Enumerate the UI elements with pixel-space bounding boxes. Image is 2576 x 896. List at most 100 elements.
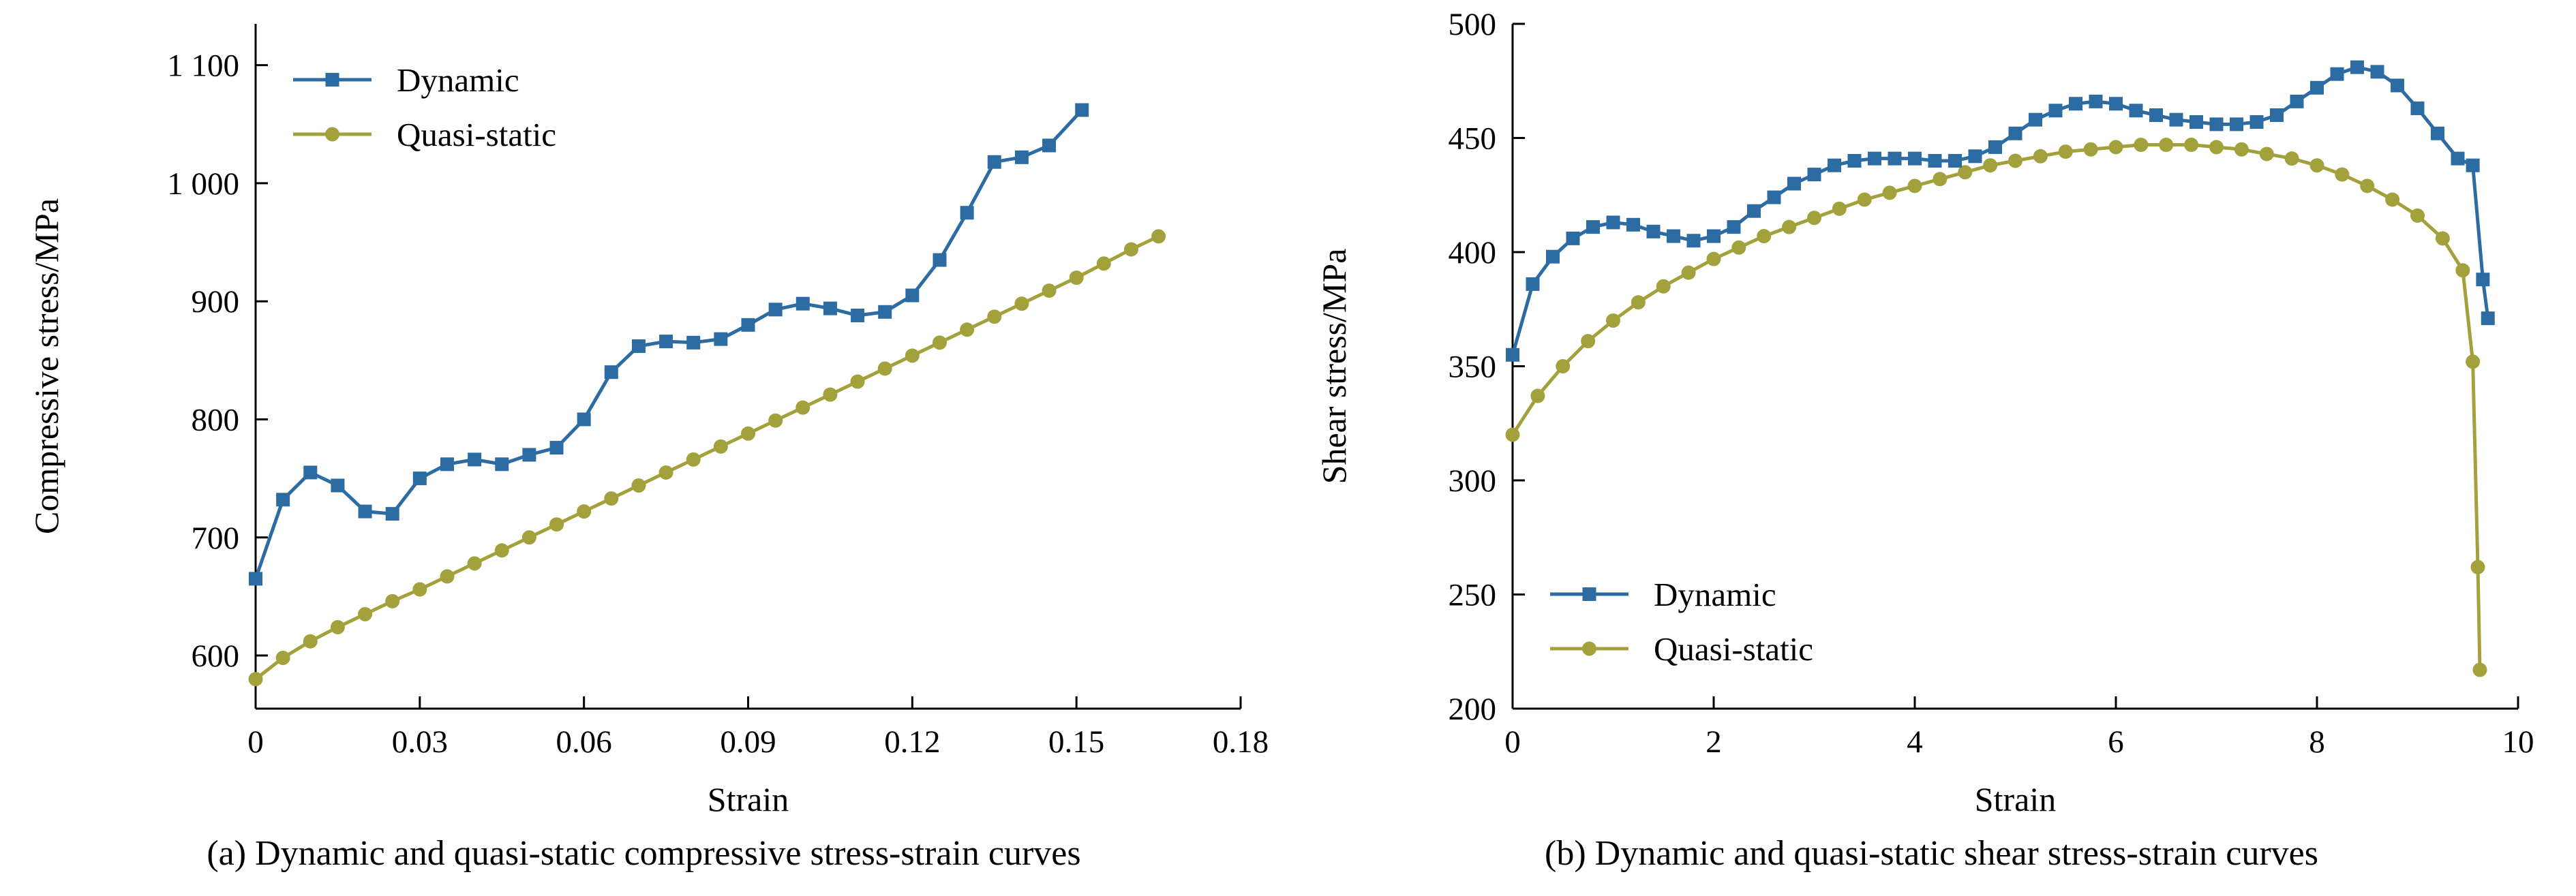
circle-marker bbox=[2234, 142, 2249, 157]
y-tick-label: 350 bbox=[1448, 350, 1496, 385]
series-markers-dynamic bbox=[1505, 60, 2495, 362]
square-marker bbox=[1505, 347, 1519, 362]
square-marker bbox=[2330, 67, 2344, 81]
circle-marker bbox=[1151, 229, 1166, 244]
circle-marker bbox=[440, 569, 455, 584]
square-marker bbox=[768, 303, 783, 317]
circle-marker bbox=[2033, 149, 2048, 164]
x-tick-label: 0.06 bbox=[556, 724, 612, 760]
square-marker bbox=[2048, 104, 2062, 118]
square-marker bbox=[1727, 220, 1740, 234]
square-marker bbox=[905, 288, 920, 303]
caption-a: (a) Dynamic and quasi-static compressive… bbox=[207, 834, 1081, 873]
legend-label: Quasi-static bbox=[397, 116, 556, 153]
square-marker bbox=[851, 308, 865, 322]
circle-marker bbox=[2384, 192, 2399, 207]
circle-marker bbox=[987, 309, 1002, 324]
square-marker bbox=[2430, 126, 2444, 140]
legend-item-dynamic: Dynamic bbox=[293, 61, 519, 99]
x-tick-label: 0 bbox=[247, 724, 264, 760]
circle-marker bbox=[2472, 662, 2487, 677]
square-marker bbox=[1827, 158, 1841, 172]
circle-marker bbox=[2007, 153, 2022, 168]
circle-marker bbox=[2465, 354, 2480, 369]
circle-marker bbox=[1014, 296, 1029, 311]
square-marker bbox=[2466, 158, 2480, 172]
square-marker bbox=[495, 457, 509, 472]
compressive-stress-chart: 0 0.03 0.06 0.09 0.12 0.15 0.18 600 700 800 900 1 0… bbox=[27, 24, 1269, 873]
x-tick-label: 4 bbox=[1907, 724, 1923, 760]
circle-marker bbox=[521, 530, 536, 545]
square-marker bbox=[2269, 108, 2284, 122]
square-marker bbox=[412, 472, 427, 486]
legend-label: Dynamic bbox=[1654, 576, 1776, 613]
square-marker bbox=[1767, 190, 1781, 204]
y-axis-label: Shear stress/MPa bbox=[1315, 249, 1353, 484]
circle-marker bbox=[1580, 334, 1595, 349]
circle-marker bbox=[1832, 201, 1847, 216]
x-tick-label: 6 bbox=[2108, 724, 2124, 760]
square-marker bbox=[549, 441, 564, 455]
square-marker bbox=[1807, 168, 1821, 182]
square-marker bbox=[577, 412, 591, 427]
circle-marker bbox=[1631, 295, 1646, 310]
square-marker bbox=[2108, 97, 2123, 111]
circle-marker bbox=[2158, 138, 2173, 153]
series-markers-dynamic bbox=[249, 103, 1089, 586]
square-marker bbox=[1014, 150, 1029, 164]
x-tick-label: 0.18 bbox=[1213, 724, 1269, 760]
square-marker bbox=[1847, 154, 1861, 168]
circle-marker bbox=[1530, 388, 1545, 403]
circle-marker bbox=[494, 543, 509, 558]
y-tick-label: 450 bbox=[1448, 121, 1496, 157]
circle-marker bbox=[2058, 144, 2073, 159]
circle-marker bbox=[631, 478, 646, 493]
square-marker bbox=[2290, 94, 2303, 108]
legend: Dynamic Quasi-static bbox=[293, 61, 556, 153]
square-marker bbox=[1075, 103, 1089, 117]
shear-stress-plot: 0 2 4 6 8 10 200 250 300 350 400 450 500 Strain Shear … bbox=[1315, 7, 2534, 818]
circle-marker bbox=[658, 465, 673, 480]
legend: Dynamic Quasi-static bbox=[1549, 576, 1813, 668]
circle-marker bbox=[1656, 279, 1671, 294]
legend-label: Dynamic bbox=[397, 61, 519, 99]
square-marker bbox=[1666, 229, 1680, 243]
y-axis-label: Compressive stress/MPa bbox=[27, 198, 65, 534]
y-ticks: 200 250 300 350 400 450 500 bbox=[1448, 7, 1525, 727]
legend-item-quasi-static: Quasi-static bbox=[293, 116, 556, 153]
square-marker bbox=[2475, 273, 2489, 287]
square-marker bbox=[1545, 249, 1560, 264]
y-tick-label: 200 bbox=[1448, 692, 1496, 727]
circle-marker bbox=[1857, 192, 1872, 207]
square-marker bbox=[1646, 224, 1660, 238]
circle-marker bbox=[1681, 265, 1696, 280]
square-marker bbox=[249, 572, 262, 586]
x-axis-label: Strain bbox=[1974, 780, 2055, 818]
square-marker bbox=[358, 504, 372, 519]
square-marker bbox=[2229, 117, 2243, 132]
circle-marker bbox=[2083, 142, 2098, 157]
y-tick-label: 250 bbox=[1448, 578, 1496, 613]
circle-marker bbox=[1957, 165, 1972, 180]
square-marker bbox=[1907, 151, 1922, 166]
square-marker bbox=[1706, 229, 1721, 243]
square-marker bbox=[1586, 220, 1600, 234]
circle-marker bbox=[1069, 271, 1084, 285]
legend-item-dynamic: Dynamic bbox=[1549, 576, 1776, 613]
circle-marker bbox=[1042, 283, 1057, 298]
circle-marker bbox=[303, 634, 318, 649]
circle-marker bbox=[1555, 359, 1570, 373]
square-marker bbox=[1968, 149, 1982, 164]
square-marker bbox=[1988, 140, 2002, 154]
circle-marker bbox=[2209, 140, 2224, 155]
legend-label: Quasi-static bbox=[1654, 630, 1813, 668]
series-line-quasi-static bbox=[254, 234, 1160, 681]
square-marker bbox=[878, 305, 892, 319]
square-marker bbox=[522, 448, 536, 462]
x-ticks: 0 0.03 0.06 0.09 0.12 0.15 0.18 bbox=[247, 696, 1269, 760]
series-line-dynamic bbox=[1511, 65, 2489, 356]
circle-marker bbox=[2334, 167, 2349, 182]
circle-marker bbox=[1731, 240, 1746, 255]
circle-marker bbox=[275, 650, 290, 665]
